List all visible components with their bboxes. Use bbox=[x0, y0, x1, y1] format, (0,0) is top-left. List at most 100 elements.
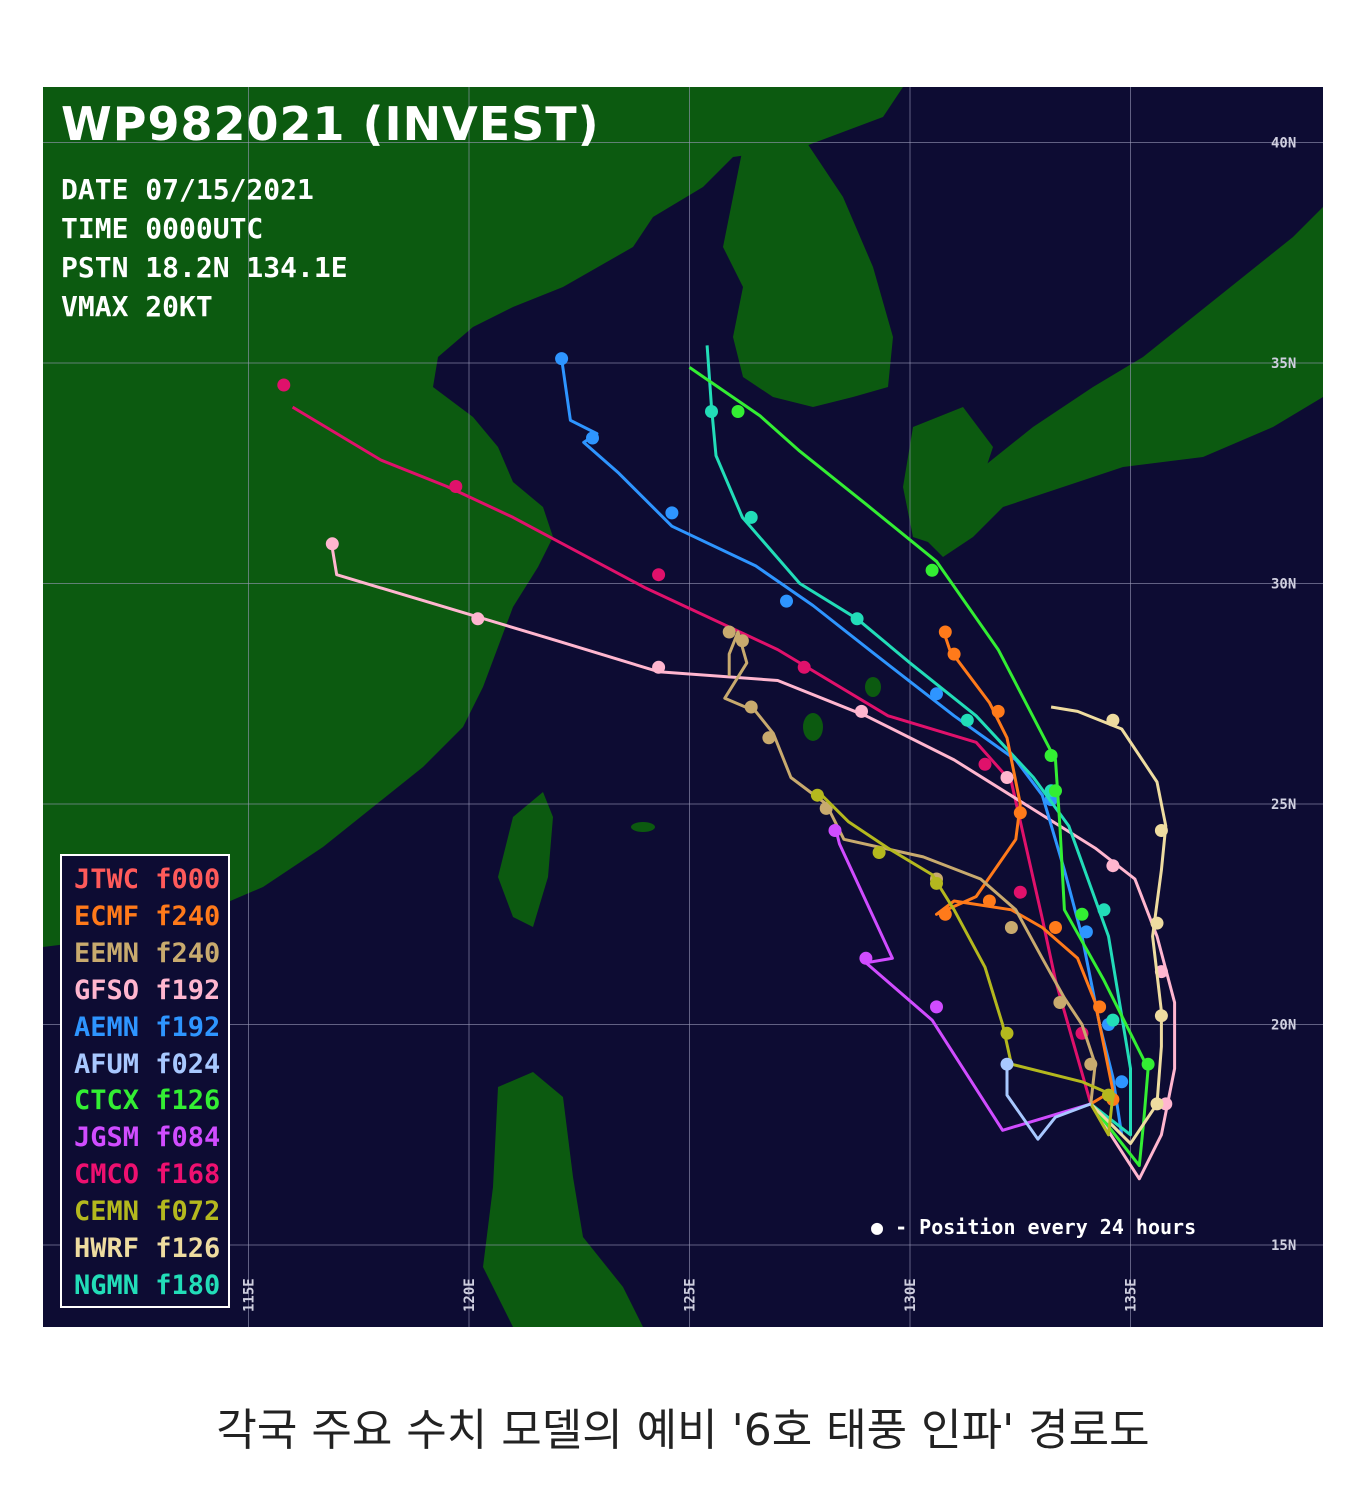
legend-row-cemn: CEMN f072 bbox=[74, 1194, 228, 1231]
legend-model: JGSM bbox=[74, 1122, 140, 1154]
track-position-dot bbox=[982, 894, 996, 908]
track-position-dot bbox=[960, 713, 974, 727]
track-line bbox=[330, 547, 1177, 1181]
track-position-dot bbox=[731, 405, 745, 418]
legend-forecast: f126 bbox=[139, 1233, 221, 1265]
legend-model: NGMN bbox=[74, 1269, 140, 1301]
legend-row-ngmn: NGMN f180 bbox=[74, 1268, 228, 1305]
track-position-dot bbox=[947, 647, 961, 661]
track-position-dot bbox=[1154, 824, 1168, 837]
track-position-dot bbox=[735, 634, 749, 648]
track-position-dot bbox=[555, 352, 569, 366]
track-position-dot bbox=[872, 846, 886, 859]
track-position-dot bbox=[1049, 784, 1062, 798]
track-position-dot bbox=[471, 612, 485, 626]
track-gfso bbox=[325, 537, 1177, 1181]
legend-row-afum: AFUM f024 bbox=[74, 1047, 228, 1084]
track-position-dot bbox=[1004, 921, 1018, 934]
track-position-dot bbox=[744, 700, 758, 714]
longitude-labels: 115E 120E 125E 130E 135E bbox=[242, 1278, 1140, 1312]
legend-model: CEMN bbox=[74, 1196, 140, 1228]
track-position-dot bbox=[1000, 771, 1014, 784]
land-luzon bbox=[483, 1072, 643, 1327]
track-afum bbox=[1000, 1057, 1092, 1141]
lat-label: 40N bbox=[1271, 136, 1296, 152]
track-position-dot bbox=[1013, 806, 1027, 820]
track-position-dot bbox=[1044, 749, 1058, 762]
track-position-dot bbox=[925, 563, 939, 577]
track-position-dot bbox=[797, 660, 811, 674]
position-dot-icon: ● bbox=[871, 1215, 884, 1239]
track-position-dot bbox=[1154, 1009, 1168, 1023]
track-position-dot bbox=[819, 801, 833, 815]
track-position-dot bbox=[991, 704, 1005, 718]
track-ctcx bbox=[688, 366, 1155, 1168]
track-jgsm bbox=[828, 824, 1092, 1132]
track-position-dot bbox=[930, 876, 943, 890]
track-hwrf bbox=[1050, 705, 1168, 1146]
legend-forecast: f192 bbox=[139, 974, 221, 1006]
track-position-dot bbox=[938, 907, 952, 921]
legend-forecast: f126 bbox=[139, 1085, 221, 1117]
legend-forecast: f180 bbox=[139, 1269, 221, 1301]
track-position-dot bbox=[1093, 1000, 1107, 1014]
track-position-dot bbox=[930, 687, 943, 701]
legend-row-jgsm: JGSM f084 bbox=[74, 1120, 228, 1157]
lon-label: 130E bbox=[903, 1278, 919, 1312]
track-position-dot bbox=[1000, 1057, 1014, 1071]
track-position-dot bbox=[665, 506, 679, 520]
position-legend-text: - Position every 24 hours bbox=[895, 1215, 1197, 1239]
track-position-dot bbox=[1106, 859, 1120, 873]
legend-model: CTCX bbox=[74, 1085, 140, 1117]
legend-row-ctcx: CTCX f126 bbox=[74, 1083, 228, 1120]
model-legend: JTWC f000 ECMF f240 EEMN f240 GFSO f192 AEMN… bbox=[60, 854, 230, 1308]
track-position-dot bbox=[762, 731, 776, 745]
land-okinawa bbox=[803, 713, 823, 741]
track-position-dot bbox=[705, 405, 718, 418]
legend-model: EEMN bbox=[74, 937, 140, 969]
date-line: DATE 07/15/2021 bbox=[61, 173, 314, 206]
map-canvas: 40N 35N 30N 25N 20N 15N 115E 120E 125E 130E 135E bbox=[43, 87, 1323, 1327]
legend-row-eemn: EEMN f240 bbox=[74, 936, 228, 973]
legend-model: AEMN bbox=[74, 1011, 140, 1043]
track-line bbox=[935, 635, 1115, 1106]
landmass bbox=[43, 87, 1323, 1327]
legend-model: CMCO bbox=[74, 1159, 140, 1191]
track-position-dot bbox=[828, 824, 842, 837]
storm-title: WP982021 (INVEST) bbox=[61, 97, 600, 151]
track-eemn bbox=[722, 625, 1098, 1105]
legend-forecast: f072 bbox=[139, 1196, 221, 1228]
lat-label: 25N bbox=[1271, 797, 1296, 813]
lon-label: 135E bbox=[1124, 1278, 1140, 1312]
land-china bbox=[43, 87, 903, 947]
lat-label: 20N bbox=[1271, 1018, 1296, 1034]
position-line: PSTN 18.2N 134.1E bbox=[61, 251, 348, 284]
legend-forecast: f084 bbox=[139, 1122, 221, 1154]
track-position-dot bbox=[810, 788, 824, 802]
legend-forecast: f024 bbox=[139, 1048, 221, 1080]
track-position-dot bbox=[1053, 996, 1067, 1009]
legend-row-cmco: CMCO f168 bbox=[74, 1157, 228, 1194]
legend-forecast: f240 bbox=[139, 900, 221, 932]
track-position-dot bbox=[1102, 1088, 1115, 1102]
track-position-dot bbox=[1079, 925, 1093, 939]
land-kyushu bbox=[903, 407, 993, 547]
track-position-dot bbox=[652, 660, 666, 674]
track-position-dot bbox=[850, 612, 864, 626]
legend-forecast: f192 bbox=[139, 1011, 221, 1043]
track-position-dot bbox=[1000, 1026, 1014, 1040]
track-position-dot bbox=[1106, 713, 1120, 727]
legend-model: HWRF bbox=[74, 1233, 140, 1265]
model-tracks bbox=[277, 345, 1177, 1181]
track-position-dot bbox=[1075, 907, 1089, 921]
land-korea bbox=[723, 137, 893, 407]
lon-label: 120E bbox=[462, 1278, 478, 1312]
track-position-dot bbox=[1013, 885, 1027, 899]
land-japan bbox=[923, 207, 1323, 557]
track-position-dot bbox=[1097, 903, 1111, 917]
track-position-dot bbox=[722, 625, 736, 639]
track-position-dot bbox=[586, 431, 599, 445]
caption: 각국 주요 수치 모델의 예비 '6호 태풍 인파' 경로도 bbox=[216, 1405, 1150, 1456]
legend-row-gfso: GFSO f192 bbox=[74, 973, 228, 1010]
track-position-dot bbox=[938, 625, 952, 639]
